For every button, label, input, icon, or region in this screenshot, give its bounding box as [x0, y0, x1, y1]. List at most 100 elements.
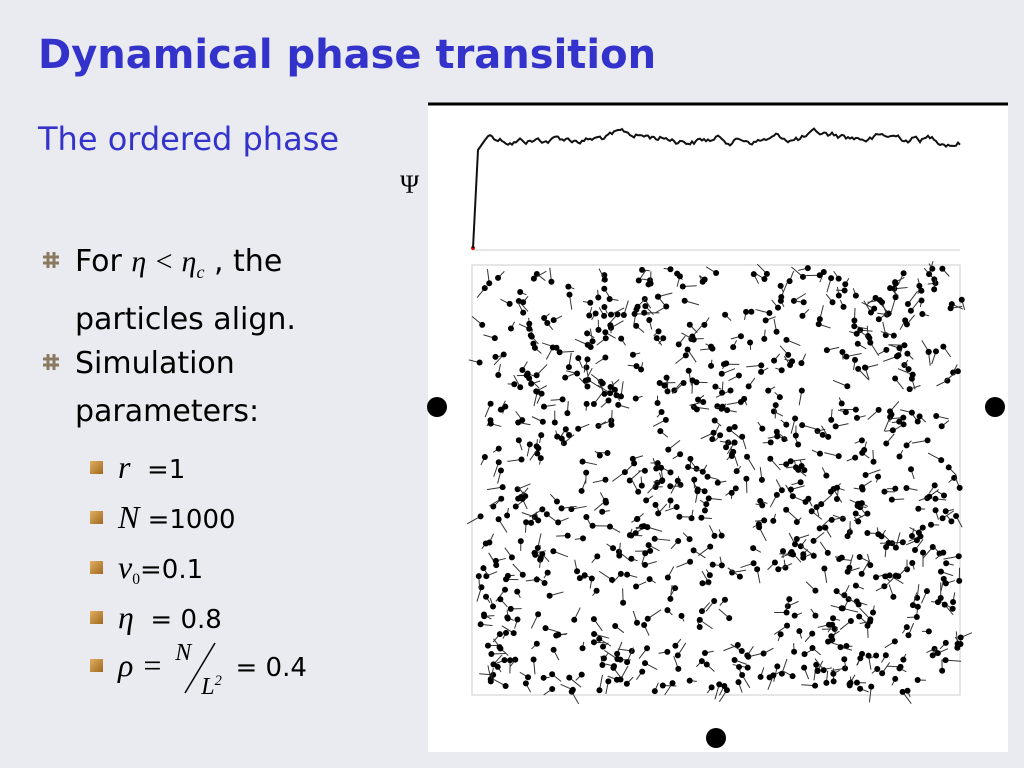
particle [838, 400, 845, 407]
particle [696, 616, 703, 623]
particle [858, 500, 865, 507]
particle [799, 312, 806, 319]
particle [562, 374, 569, 381]
particle [907, 307, 914, 314]
particle [486, 539, 493, 546]
particle [853, 679, 860, 686]
particle [693, 379, 700, 386]
particle [604, 449, 611, 456]
particle [821, 565, 828, 572]
particle [497, 467, 504, 474]
value: =1 [146, 455, 186, 485]
particle [533, 388, 540, 395]
particle [660, 335, 667, 342]
particle [926, 493, 933, 500]
particle [607, 384, 614, 391]
particle [477, 621, 484, 628]
particle [774, 304, 781, 311]
particle [750, 271, 757, 278]
particle [601, 303, 608, 310]
particle [809, 645, 816, 652]
particle [500, 351, 507, 358]
particle [477, 513, 484, 520]
particle [957, 634, 964, 641]
particle [587, 344, 594, 351]
particle [858, 437, 865, 444]
particle [701, 650, 708, 657]
particle [499, 484, 506, 491]
axis-label: Ψ [400, 170, 420, 199]
particle [900, 270, 907, 277]
particle [686, 677, 693, 684]
particle [606, 523, 613, 530]
particle [558, 435, 565, 442]
particle [843, 642, 850, 649]
particle [574, 370, 581, 377]
particle [705, 495, 712, 502]
particle [651, 688, 658, 695]
particle [638, 482, 645, 489]
particle [881, 488, 888, 495]
particle [526, 320, 533, 327]
particle [667, 266, 674, 273]
particle [842, 409, 849, 416]
particle [886, 572, 893, 579]
particle [744, 453, 751, 460]
particle [523, 372, 530, 379]
particle [584, 330, 591, 337]
particle [601, 276, 608, 283]
particle [673, 504, 680, 511]
symbol: ρ = [118, 647, 163, 683]
particle [582, 377, 589, 384]
particle [565, 283, 572, 290]
particle [578, 487, 585, 494]
particle [914, 603, 921, 610]
particle [747, 339, 754, 346]
particle [731, 439, 738, 446]
particle [556, 349, 563, 356]
particle [896, 418, 903, 425]
value: =1000 [147, 505, 236, 535]
particle [828, 633, 835, 640]
particle [792, 541, 799, 548]
particle [694, 486, 701, 493]
particle [491, 335, 498, 342]
value: = 0.4 [235, 653, 307, 683]
particle [642, 561, 649, 568]
particle [781, 436, 788, 443]
particle [875, 473, 882, 480]
particle [851, 317, 858, 324]
particle [646, 317, 653, 324]
particle [709, 561, 716, 568]
denominator-letter: L [201, 673, 215, 700]
particle [875, 316, 882, 323]
particle [526, 325, 533, 332]
particle [523, 519, 530, 526]
particle [916, 282, 923, 289]
particle [656, 380, 663, 387]
particle [932, 348, 939, 355]
particle [942, 580, 949, 587]
particle [748, 308, 755, 315]
particle [736, 573, 743, 580]
particle [801, 664, 808, 671]
particle [520, 309, 527, 316]
particle [853, 414, 860, 421]
particle [571, 616, 578, 623]
particle [888, 496, 895, 503]
particle [955, 553, 962, 560]
particle [584, 383, 591, 390]
particle [940, 549, 947, 556]
particle [858, 570, 865, 577]
particle [799, 422, 806, 429]
particle [812, 682, 819, 689]
particle [628, 555, 635, 562]
particle [939, 515, 946, 522]
particle [548, 278, 555, 285]
particle [862, 471, 869, 478]
particle [580, 535, 587, 542]
particle [664, 574, 671, 581]
particle [620, 599, 627, 606]
particle [642, 550, 649, 557]
particle [696, 624, 703, 631]
